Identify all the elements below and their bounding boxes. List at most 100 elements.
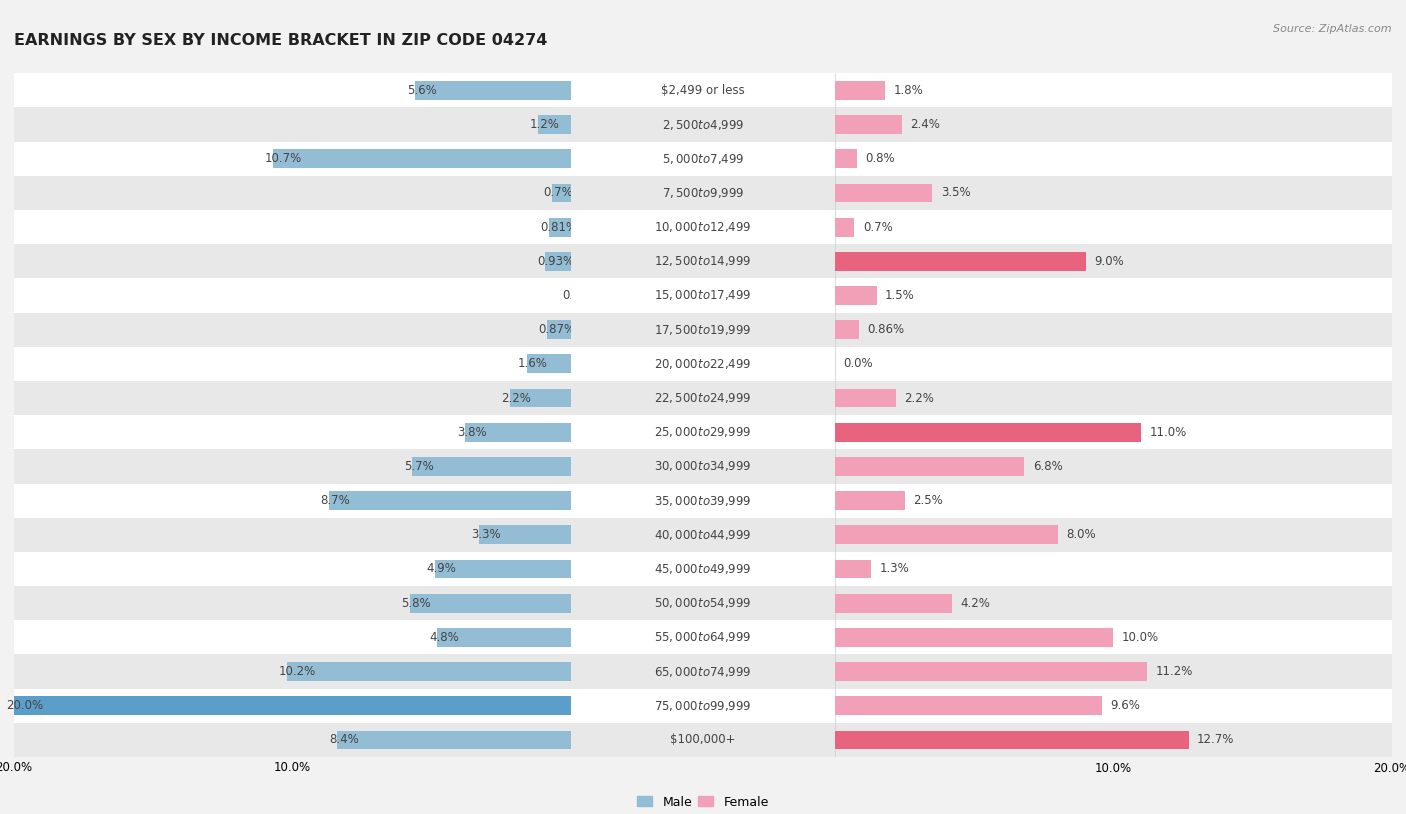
Bar — [0, 723, 1406, 757]
Bar — [0, 518, 1406, 552]
Text: 11.2%: 11.2% — [1156, 665, 1192, 678]
Bar — [547, 320, 571, 339]
Bar — [546, 252, 571, 271]
Legend: Male, Female: Male, Female — [633, 790, 773, 814]
Bar — [835, 559, 872, 579]
Bar — [0, 449, 1406, 484]
Text: 8.7%: 8.7% — [321, 494, 350, 507]
Text: $17,500 to $19,999: $17,500 to $19,999 — [654, 322, 752, 337]
Bar — [0, 176, 1406, 210]
Text: 0.93%: 0.93% — [537, 255, 574, 268]
Bar — [0, 142, 1406, 176]
Bar — [835, 252, 1085, 271]
Text: $75,000 to $99,999: $75,000 to $99,999 — [654, 698, 752, 713]
Bar — [0, 552, 1406, 586]
Text: 3.3%: 3.3% — [471, 528, 501, 541]
Text: 8.4%: 8.4% — [329, 733, 359, 746]
Bar — [0, 73, 1406, 107]
Bar — [287, 662, 571, 681]
Text: 1.5%: 1.5% — [884, 289, 915, 302]
Bar — [0, 415, 1406, 449]
Bar — [835, 81, 884, 100]
Bar — [412, 457, 571, 476]
Bar — [510, 388, 571, 408]
Text: 3.8%: 3.8% — [457, 426, 486, 439]
Bar — [835, 662, 1147, 681]
Text: $65,000 to $74,999: $65,000 to $74,999 — [654, 664, 752, 679]
Text: 0.86%: 0.86% — [868, 323, 904, 336]
Bar — [835, 491, 904, 510]
Bar — [551, 183, 571, 203]
Text: $25,000 to $29,999: $25,000 to $29,999 — [654, 425, 752, 440]
Text: 0.7%: 0.7% — [543, 186, 574, 199]
Bar — [434, 559, 571, 579]
Text: $22,500 to $24,999: $22,500 to $24,999 — [654, 391, 752, 405]
Bar — [548, 217, 571, 237]
Bar — [0, 415, 1406, 449]
Text: 9.0%: 9.0% — [1094, 255, 1123, 268]
Text: 20.0%: 20.0% — [6, 699, 42, 712]
Bar — [0, 176, 1406, 210]
Bar — [0, 654, 1406, 689]
Bar — [0, 347, 1406, 381]
Bar — [835, 593, 952, 613]
Bar — [0, 449, 1406, 484]
Bar — [835, 525, 1057, 545]
Bar — [835, 628, 1114, 647]
Bar — [0, 313, 1406, 347]
Text: $20,000 to $22,499: $20,000 to $22,499 — [654, 357, 752, 371]
Text: $2,499 or less: $2,499 or less — [661, 84, 745, 97]
Text: $55,000 to $64,999: $55,000 to $64,999 — [654, 630, 752, 645]
Text: 4.8%: 4.8% — [429, 631, 458, 644]
Bar — [0, 210, 1406, 244]
Bar — [0, 381, 1406, 415]
Text: $12,500 to $14,999: $12,500 to $14,999 — [654, 254, 752, 269]
Bar — [0, 518, 1406, 552]
Text: 0.8%: 0.8% — [866, 152, 896, 165]
Bar — [0, 142, 1406, 176]
Text: 1.3%: 1.3% — [880, 562, 910, 575]
Bar — [0, 654, 1406, 689]
Bar — [0, 278, 1406, 313]
Bar — [0, 73, 1406, 107]
Text: 5.6%: 5.6% — [406, 84, 436, 97]
Bar — [0, 586, 1406, 620]
Bar — [835, 183, 932, 203]
Bar — [0, 313, 1406, 347]
Bar — [0, 552, 1406, 586]
Text: 0.81%: 0.81% — [540, 221, 578, 234]
Bar — [415, 81, 571, 100]
Text: Source: ZipAtlas.com: Source: ZipAtlas.com — [1274, 24, 1392, 34]
Text: 12.7%: 12.7% — [1197, 733, 1234, 746]
Bar — [835, 217, 855, 237]
Bar — [0, 107, 1406, 142]
Text: $5,000 to $7,499: $5,000 to $7,499 — [662, 151, 744, 166]
Text: 1.2%: 1.2% — [529, 118, 560, 131]
Text: 8.0%: 8.0% — [1066, 528, 1095, 541]
Bar — [0, 381, 1406, 415]
Bar — [273, 149, 571, 168]
Bar — [0, 313, 1406, 347]
Bar — [0, 278, 1406, 313]
Bar — [0, 244, 1406, 278]
Bar — [0, 347, 1406, 381]
Text: 1.6%: 1.6% — [519, 357, 548, 370]
Bar — [0, 484, 1406, 518]
Bar — [0, 689, 1406, 723]
Bar — [0, 244, 1406, 278]
Bar — [0, 518, 1406, 552]
Bar — [0, 176, 1406, 210]
Text: $100,000+: $100,000+ — [671, 733, 735, 746]
Bar — [0, 620, 1406, 654]
Bar — [0, 484, 1406, 518]
Text: $45,000 to $49,999: $45,000 to $49,999 — [654, 562, 752, 576]
Bar — [835, 730, 1188, 750]
Bar — [337, 730, 571, 750]
Bar — [835, 320, 859, 339]
Bar — [835, 696, 1102, 716]
Bar — [0, 244, 1406, 278]
Bar — [835, 457, 1025, 476]
Bar — [0, 586, 1406, 620]
Text: 10.0%: 10.0% — [1122, 631, 1159, 644]
Bar — [835, 286, 877, 305]
